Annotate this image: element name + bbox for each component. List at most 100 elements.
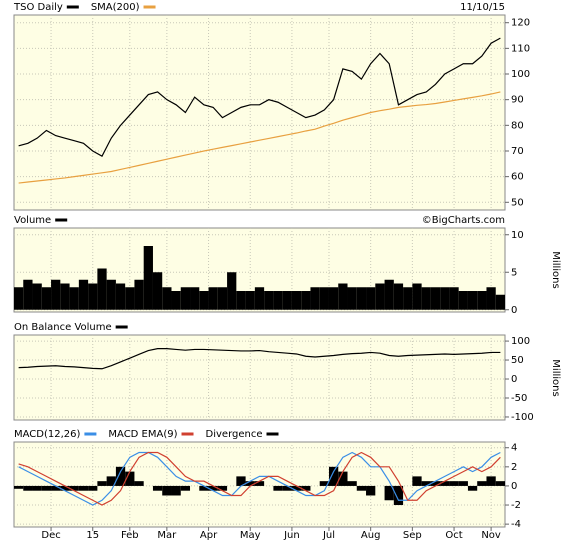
bar: [162, 485, 172, 496]
bar: [273, 485, 283, 491]
bar: [51, 485, 61, 491]
bar: [403, 287, 413, 310]
y-tick-label: 100: [511, 336, 530, 347]
y-tick-label: 0: [511, 481, 517, 492]
legend-swatch: [55, 218, 68, 222]
bar: [282, 485, 292, 491]
date-label: 11/10/15: [460, 2, 505, 13]
bar: [115, 283, 126, 310]
bar: [69, 485, 79, 491]
bar: [412, 283, 422, 310]
bar: [338, 283, 348, 310]
x-tick-label: Feb: [121, 530, 139, 541]
bar: [449, 481, 459, 486]
bar: [347, 287, 357, 310]
y-tick-label: -4: [511, 519, 521, 530]
bar: [356, 287, 367, 310]
bar: [412, 476, 422, 486]
legend-label: Divergence: [206, 429, 263, 440]
legend-label: On Balance Volume: [14, 322, 112, 333]
bar: [467, 291, 478, 310]
bar: [458, 481, 468, 486]
y-tick-label: 80: [511, 120, 524, 131]
bar: [458, 291, 468, 310]
x-tick-label: Jun: [283, 530, 300, 541]
x-tick-label: Mar: [157, 530, 177, 541]
bar: [301, 291, 311, 310]
bar: [236, 291, 246, 310]
bar: [328, 287, 339, 310]
y-tick-label: 2: [511, 462, 517, 473]
bar: [319, 287, 329, 310]
bar: [301, 485, 311, 491]
bar: [347, 481, 357, 486]
bar: [366, 287, 376, 310]
x-tick-label: Sep: [403, 530, 422, 541]
y-tick-label: 60: [511, 172, 524, 183]
bar: [14, 287, 24, 310]
bar: [106, 279, 116, 310]
series-line: [18, 37, 501, 157]
legend-swatch: [266, 432, 279, 436]
bar: [134, 481, 144, 486]
bar: [60, 283, 70, 310]
bar: [254, 481, 265, 486]
bar: [190, 287, 200, 310]
bar: [23, 279, 33, 310]
bar: [264, 291, 274, 310]
bar: [430, 287, 441, 310]
bar: [449, 287, 459, 310]
bar: [88, 485, 98, 491]
bar: [41, 485, 52, 491]
bar: [421, 287, 431, 310]
bar: [384, 279, 394, 310]
bar: [440, 481, 450, 486]
legend-label: TSO Daily: [13, 2, 63, 13]
bar: [152, 485, 163, 491]
y-tick-label: 0: [511, 374, 517, 385]
y-tick-label: 90: [511, 95, 524, 106]
x-tick-label: May: [240, 530, 261, 541]
y-tick-label: 5: [511, 267, 517, 278]
bar: [97, 481, 107, 486]
bar: [180, 287, 191, 310]
bar: [115, 466, 126, 486]
y-tick-label: 0: [511, 305, 517, 316]
legend-swatch: [115, 325, 128, 329]
x-tick-label: Nov: [481, 530, 501, 541]
bar: [51, 279, 61, 310]
x-tick-label: 15: [86, 530, 99, 541]
bar: [291, 291, 302, 310]
bar: [356, 485, 367, 491]
x-tick-label: Dec: [41, 530, 60, 541]
y-axis-label: Millions: [550, 251, 561, 288]
y-tick-label: 120: [511, 18, 530, 29]
legend-label: Volume: [14, 215, 51, 226]
legend-swatch: [181, 432, 194, 436]
bar: [32, 283, 42, 310]
series-line: [18, 451, 501, 506]
bar: [393, 283, 404, 310]
bar: [125, 471, 135, 486]
bar: [495, 481, 505, 486]
legend-label: MACD EMA(9): [108, 429, 177, 440]
panel-frame: [13, 14, 506, 211]
bar: [60, 485, 70, 491]
bar: [375, 283, 385, 310]
bar: [366, 485, 376, 496]
legend-swatch: [84, 432, 97, 436]
bar: [106, 476, 116, 486]
y-tick-label: 4: [511, 443, 517, 454]
bar: [88, 283, 98, 310]
bar: [236, 476, 246, 486]
bar: [421, 481, 431, 486]
y-tick-label: 100: [511, 69, 530, 80]
y-tick-label: -100: [511, 412, 534, 423]
bar: [69, 287, 79, 310]
x-tick-label: Oct: [445, 530, 462, 541]
panel-frame: [13, 334, 506, 421]
y-tick-label: 70: [511, 146, 524, 157]
legend-swatch: [143, 5, 156, 9]
bar: [254, 287, 265, 310]
y-tick-label: -2: [511, 500, 521, 511]
